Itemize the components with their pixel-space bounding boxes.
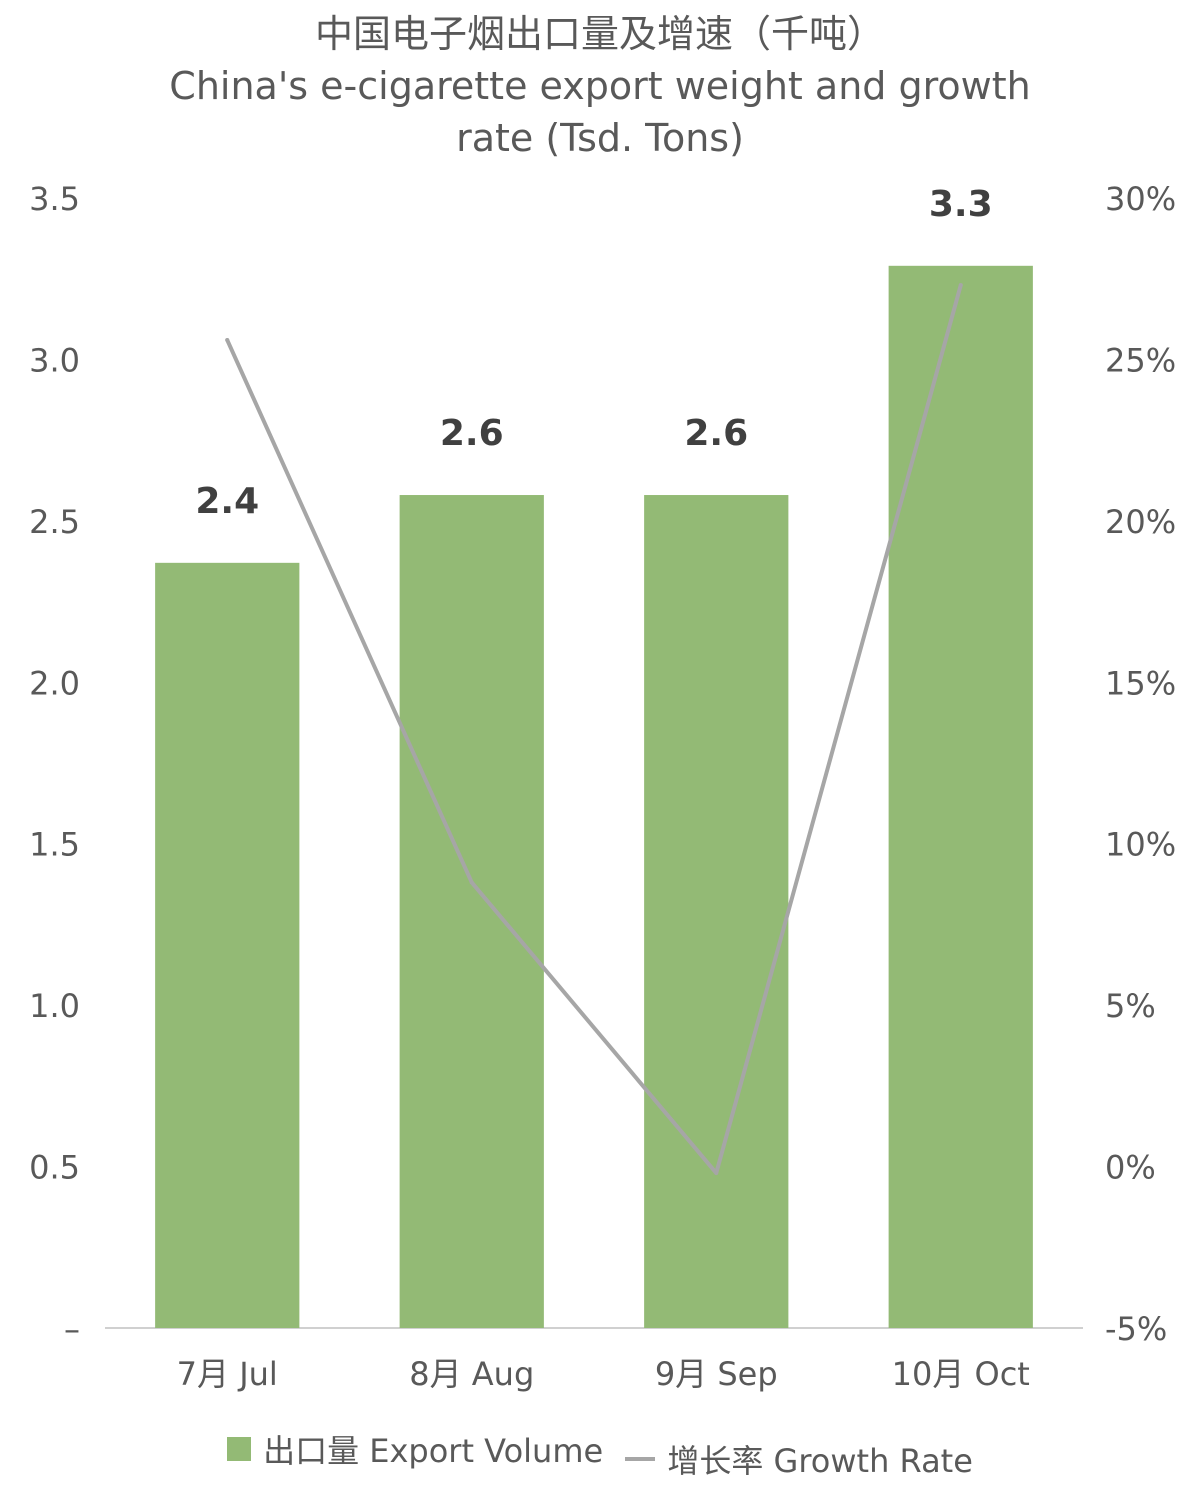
growth-rate-point [714,1171,719,1176]
chart-title-cn: 中国电子烟出口量及增速（千吨） [314,12,885,56]
legend-bar-swatch [227,1437,252,1461]
x-axis-category-label: 7月 Jul [177,1355,278,1393]
left-axis-tick-label: 2.5 [29,503,80,541]
bar-export-volume [155,562,300,1328]
right-axis-tick-label: 10% [1105,826,1176,864]
left-axis-tick-label: 0.5 [29,1149,80,1187]
bar-data-label: 3.3 [929,184,993,225]
growth-rate-point [225,338,230,343]
legend-line-swatch [625,1457,656,1461]
left-axis-tick-label: 1.5 [29,826,80,864]
left-axis-tick-label: 2.0 [29,664,80,702]
bar-data-label: 2.4 [195,481,259,522]
legend-label-growth-rate: 增长率 Growth Rate [667,1442,973,1480]
right-axis-tick-label: 30% [1105,180,1176,218]
bar-export-volume [888,265,1033,1328]
bar-data-label: 2.6 [684,413,748,454]
left-axis-tick-label: – [64,1310,80,1348]
left-axis-tick-label: 1.0 [29,987,80,1025]
legend: 出口量 Export Volume 增长率 Growth Rate [0,1426,1200,1482]
x-axis-category-label: 10月 Oct [892,1355,1030,1393]
right-axis-tick-label: -5% [1105,1310,1167,1348]
chart-title-en-line2: rate (Tsd. Tons) [456,116,744,160]
right-axis-tick-label: 5% [1105,987,1156,1025]
chart-title-en-line1: China's e-cigarette export weight and gr… [169,64,1031,108]
growth-rate-line [225,283,963,1176]
left-axis-tick-label: 3.5 [29,180,80,218]
bar-export-volume [399,495,544,1328]
right-axis-tick-label: 15% [1105,664,1176,702]
right-axis-tick-label: 25% [1105,341,1176,379]
bar-export-volume [644,495,789,1328]
x-axis-category-label: 8月 Aug [409,1355,534,1393]
x-axis-category-label: 9月 Sep [655,1355,778,1393]
bar-data-label: 2.6 [440,413,504,454]
chart-title: 中国电子烟出口量及增速（千吨） China's e-cigarette expo… [0,8,1200,164]
legend-label-export-volume: 出口量 Export Volume [263,1432,604,1470]
legend-item-growth-rate: 增长率 Growth Rate [625,1436,973,1482]
legend-item-export-volume: 出口量 Export Volume [227,1426,603,1472]
right-axis-tick-label: 0% [1105,1149,1156,1187]
left-axis-tick-label: 3.0 [29,341,80,379]
right-axis-tick-label: 20% [1105,503,1176,541]
growth-rate-point [958,283,963,288]
growth-rate-point [469,880,474,885]
